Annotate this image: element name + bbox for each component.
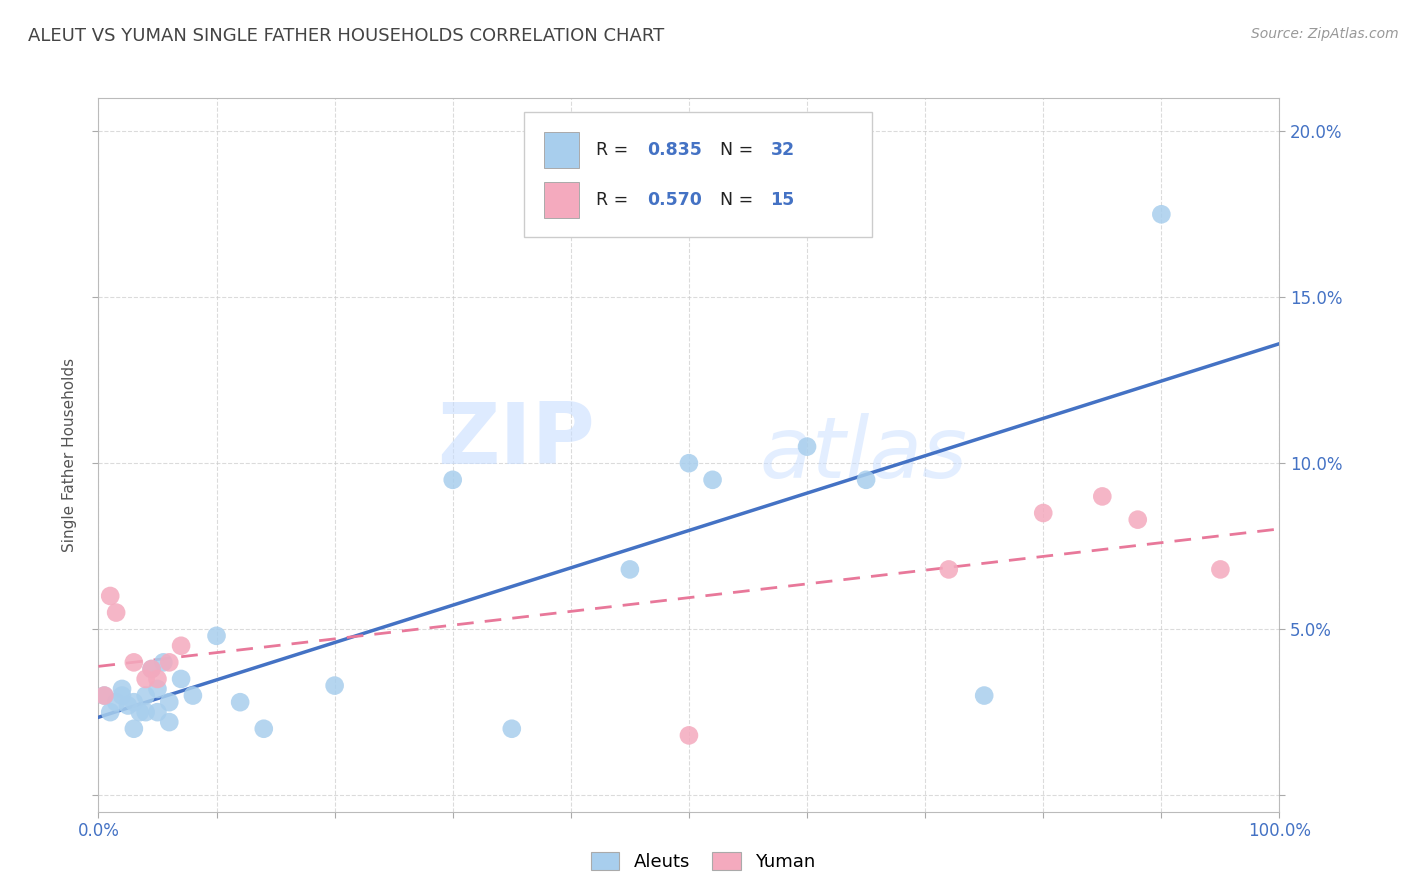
Point bbox=[157, 656, 180, 670]
Point bbox=[141, 662, 163, 676]
Text: Source: ZipAtlas.com: Source: ZipAtlas.com bbox=[1251, 27, 1399, 41]
Text: atlas: atlas bbox=[759, 413, 967, 497]
Point bbox=[105, 606, 128, 620]
Point bbox=[157, 715, 180, 730]
FancyBboxPatch shape bbox=[523, 112, 872, 237]
Point bbox=[678, 456, 700, 470]
Point bbox=[135, 705, 157, 719]
Point bbox=[111, 681, 134, 696]
Text: 0.835: 0.835 bbox=[648, 141, 703, 159]
Point bbox=[501, 722, 523, 736]
Point bbox=[141, 662, 163, 676]
Point bbox=[93, 689, 115, 703]
Point bbox=[619, 562, 641, 576]
Point bbox=[170, 672, 193, 686]
Point bbox=[1209, 562, 1232, 576]
Point bbox=[146, 681, 169, 696]
Point bbox=[93, 689, 115, 703]
Text: R =: R = bbox=[596, 141, 633, 159]
Point bbox=[1091, 490, 1114, 504]
Y-axis label: Single Father Households: Single Father Households bbox=[62, 358, 77, 552]
Point bbox=[938, 562, 960, 576]
Point bbox=[128, 705, 150, 719]
Text: N =: N = bbox=[720, 191, 758, 209]
Point bbox=[105, 695, 128, 709]
Point bbox=[122, 722, 145, 736]
FancyBboxPatch shape bbox=[544, 132, 579, 168]
Point bbox=[117, 698, 139, 713]
Point bbox=[855, 473, 877, 487]
Text: R =: R = bbox=[596, 191, 633, 209]
Text: N =: N = bbox=[720, 141, 758, 159]
Point bbox=[157, 695, 180, 709]
Text: 15: 15 bbox=[770, 191, 794, 209]
Point bbox=[135, 672, 157, 686]
Legend: Aleuts, Yuman: Aleuts, Yuman bbox=[583, 846, 823, 879]
Point bbox=[973, 689, 995, 703]
Point bbox=[1032, 506, 1054, 520]
Point bbox=[170, 639, 193, 653]
Point bbox=[146, 705, 169, 719]
Point bbox=[135, 689, 157, 703]
Point bbox=[678, 728, 700, 742]
Point bbox=[122, 656, 145, 670]
Point bbox=[441, 473, 464, 487]
Text: 0.570: 0.570 bbox=[648, 191, 703, 209]
Point bbox=[98, 589, 121, 603]
Point bbox=[253, 722, 276, 736]
Point bbox=[181, 689, 204, 703]
Text: 32: 32 bbox=[770, 141, 794, 159]
Point bbox=[796, 440, 818, 454]
Point bbox=[152, 656, 174, 670]
Point bbox=[205, 629, 228, 643]
FancyBboxPatch shape bbox=[544, 182, 579, 218]
Point bbox=[323, 679, 346, 693]
Point bbox=[1126, 513, 1149, 527]
Point bbox=[111, 689, 134, 703]
Text: ALEUT VS YUMAN SINGLE FATHER HOUSEHOLDS CORRELATION CHART: ALEUT VS YUMAN SINGLE FATHER HOUSEHOLDS … bbox=[28, 27, 665, 45]
Point bbox=[702, 473, 724, 487]
Point bbox=[146, 672, 169, 686]
Text: ZIP: ZIP bbox=[437, 399, 595, 483]
Point bbox=[1150, 207, 1173, 221]
Point bbox=[122, 695, 145, 709]
Point bbox=[98, 705, 121, 719]
Point bbox=[229, 695, 252, 709]
